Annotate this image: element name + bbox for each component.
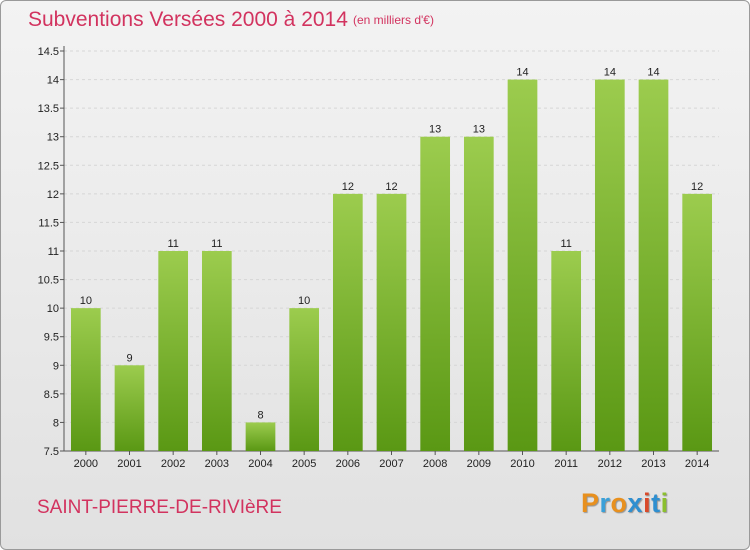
x-tick-label: 2013 <box>641 458 665 470</box>
x-tick-label: 2007 <box>379 458 403 470</box>
logo-letter: r <box>599 488 611 518</box>
data-label: 10 <box>80 295 92 307</box>
bar <box>289 308 320 451</box>
y-tick-label: 9 <box>53 360 59 372</box>
data-label: 11 <box>560 238 571 250</box>
data-label: 11 <box>167 238 178 250</box>
bar <box>245 422 276 451</box>
y-tick-label: 10 <box>47 303 59 315</box>
logo-letter: i <box>660 488 669 518</box>
y-tick-label: 14 <box>47 75 59 87</box>
logo-letter: x <box>627 488 644 518</box>
x-tick-label: 2001 <box>117 458 141 470</box>
data-label: 13 <box>429 124 441 136</box>
bar <box>507 79 538 452</box>
bar <box>638 79 669 452</box>
y-tick-label: 12 <box>47 189 59 201</box>
proxiti-logo[interactable]: Proxiti <box>581 488 669 519</box>
logo-letter: o <box>610 488 628 518</box>
x-tick-label: 2011 <box>554 458 578 470</box>
y-tick-label: 13.5 <box>38 103 59 115</box>
x-tick-label: 2002 <box>161 458 185 470</box>
y-tick-label: 8 <box>53 417 59 429</box>
x-tick-label: 2009 <box>467 458 491 470</box>
bar <box>376 193 407 451</box>
x-tick-label: 2006 <box>336 458 360 470</box>
data-label: 13 <box>473 124 485 136</box>
x-tick-label: 2008 <box>423 458 447 470</box>
bar <box>420 136 451 451</box>
data-label: 14 <box>516 67 528 79</box>
x-tick-label: 2014 <box>685 458 709 470</box>
x-tick-label: 2003 <box>205 458 229 470</box>
logo-letter: i <box>643 488 652 518</box>
x-tick-label: 2010 <box>510 458 534 470</box>
y-tick-label: 11.5 <box>38 217 59 229</box>
bar <box>114 365 145 451</box>
chart-title: Subventions Versées 2000 à 2014 <box>28 8 348 31</box>
logo-letter: t <box>651 488 661 518</box>
y-tick-label: 10.5 <box>38 275 59 287</box>
commune-name: SAINT-PIERRE-DE-RIVIèRE <box>37 497 282 518</box>
labels: 10 2000 9 2001 11 2002 11 2003 8 2004 10 2005 12 2006… <box>74 67 710 470</box>
y-tick-label: 9.5 <box>44 332 59 344</box>
y-tick-label: 11 <box>48 246 59 258</box>
bar <box>70 308 101 451</box>
data-label: 10 <box>298 295 310 307</box>
data-label: 12 <box>342 181 354 193</box>
y-tick-label: 12.5 <box>38 160 59 172</box>
data-label: 14 <box>647 67 659 79</box>
y-tick-label: 13 <box>47 132 59 144</box>
bars <box>70 79 713 452</box>
data-label: 12 <box>691 181 703 193</box>
chart-subtitle: (en milliers d'€) <box>353 13 434 27</box>
x-tick-label: 2000 <box>74 458 98 470</box>
bar <box>332 193 363 451</box>
data-label: 12 <box>385 181 397 193</box>
y-tick-label: 7.5 <box>44 446 59 458</box>
bar <box>594 79 625 452</box>
bar <box>201 251 232 451</box>
data-label: 9 <box>126 352 132 364</box>
x-tick-label: 2012 <box>598 458 622 470</box>
logo-letter: P <box>581 488 600 518</box>
bar <box>463 136 494 451</box>
x-tick-label: 2004 <box>248 458 272 470</box>
y-tick-label: 14.5 <box>38 46 59 58</box>
bar <box>682 193 713 451</box>
data-label: 14 <box>604 67 616 79</box>
bar <box>551 251 582 451</box>
x-tick-label: 2005 <box>292 458 316 470</box>
bar <box>158 251 189 451</box>
y-tick-label: 8.5 <box>44 389 59 401</box>
data-label: 11 <box>211 238 222 250</box>
data-label: 8 <box>257 409 263 421</box>
